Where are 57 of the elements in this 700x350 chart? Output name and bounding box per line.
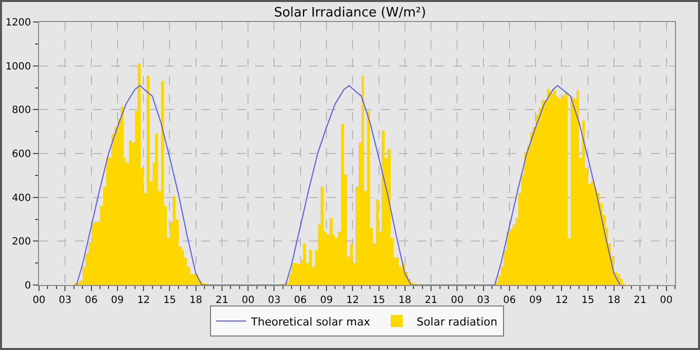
bar	[320, 186, 324, 285]
x-tick-label: 18	[398, 295, 412, 306]
bar	[172, 196, 176, 285]
bar	[396, 258, 400, 285]
bar	[192, 274, 196, 285]
x-tick-label: 12	[137, 295, 150, 306]
bar	[341, 124, 344, 285]
bar	[570, 96, 574, 285]
chart-title: Solar Irradiance (W/m²)	[274, 5, 426, 20]
x-tick-label: 06	[84, 295, 98, 306]
bar	[292, 263, 295, 285]
bar	[138, 64, 141, 285]
x-tick-label: 12	[555, 295, 568, 306]
bar	[160, 81, 164, 285]
x-tick-label: 21	[216, 295, 228, 306]
bar	[382, 130, 385, 285]
x-tick-label: 15	[163, 295, 176, 306]
bar	[303, 243, 306, 285]
x-tick-label: 18	[189, 295, 202, 306]
bar	[376, 200, 379, 285]
x-tick-label: 06	[294, 295, 307, 306]
bar	[155, 134, 158, 285]
x-tick-label: 09	[111, 295, 124, 306]
x-tick-label: 21	[634, 295, 647, 306]
y-tick-label: 0	[24, 280, 31, 292]
y-tick-label: 400	[12, 192, 31, 204]
bar	[582, 120, 585, 285]
x-tick-label: 09	[529, 295, 542, 306]
y-tick-label: 200	[12, 236, 31, 248]
bar	[506, 231, 510, 285]
x-tick-label: 00	[660, 295, 673, 306]
x-tick-label: 03	[58, 295, 72, 306]
x-tick-label: 03	[476, 295, 490, 306]
x-tick-label: 12	[346, 295, 360, 306]
bar	[367, 110, 370, 285]
x-tick-label: 15	[582, 295, 594, 306]
y-tick-label: 1000	[6, 61, 31, 72]
legend-label: Theoretical solar max	[250, 315, 371, 328]
x-tick-label: 03	[268, 295, 281, 306]
x-tick-label: 00	[32, 295, 46, 306]
x-tick-label: 00	[450, 295, 464, 306]
x-tick-label: 15	[372, 295, 386, 306]
x-tick-label: 00	[242, 295, 254, 306]
y-tick-label: 1200	[6, 18, 31, 28]
bar	[564, 93, 568, 285]
x-tick-label: 18	[608, 295, 620, 306]
bar	[387, 149, 390, 285]
bar	[146, 76, 150, 285]
line-series	[76, 85, 621, 285]
bar	[120, 106, 124, 285]
x-tick-label: 21	[424, 295, 438, 306]
x-tick-label: 09	[320, 295, 333, 306]
y-tick-label: 600	[12, 149, 31, 160]
legend-label: Solar radiation	[416, 315, 498, 328]
y-tick-label: 800	[12, 105, 31, 116]
x-tick-label: 06	[503, 295, 516, 306]
bar	[309, 250, 312, 285]
